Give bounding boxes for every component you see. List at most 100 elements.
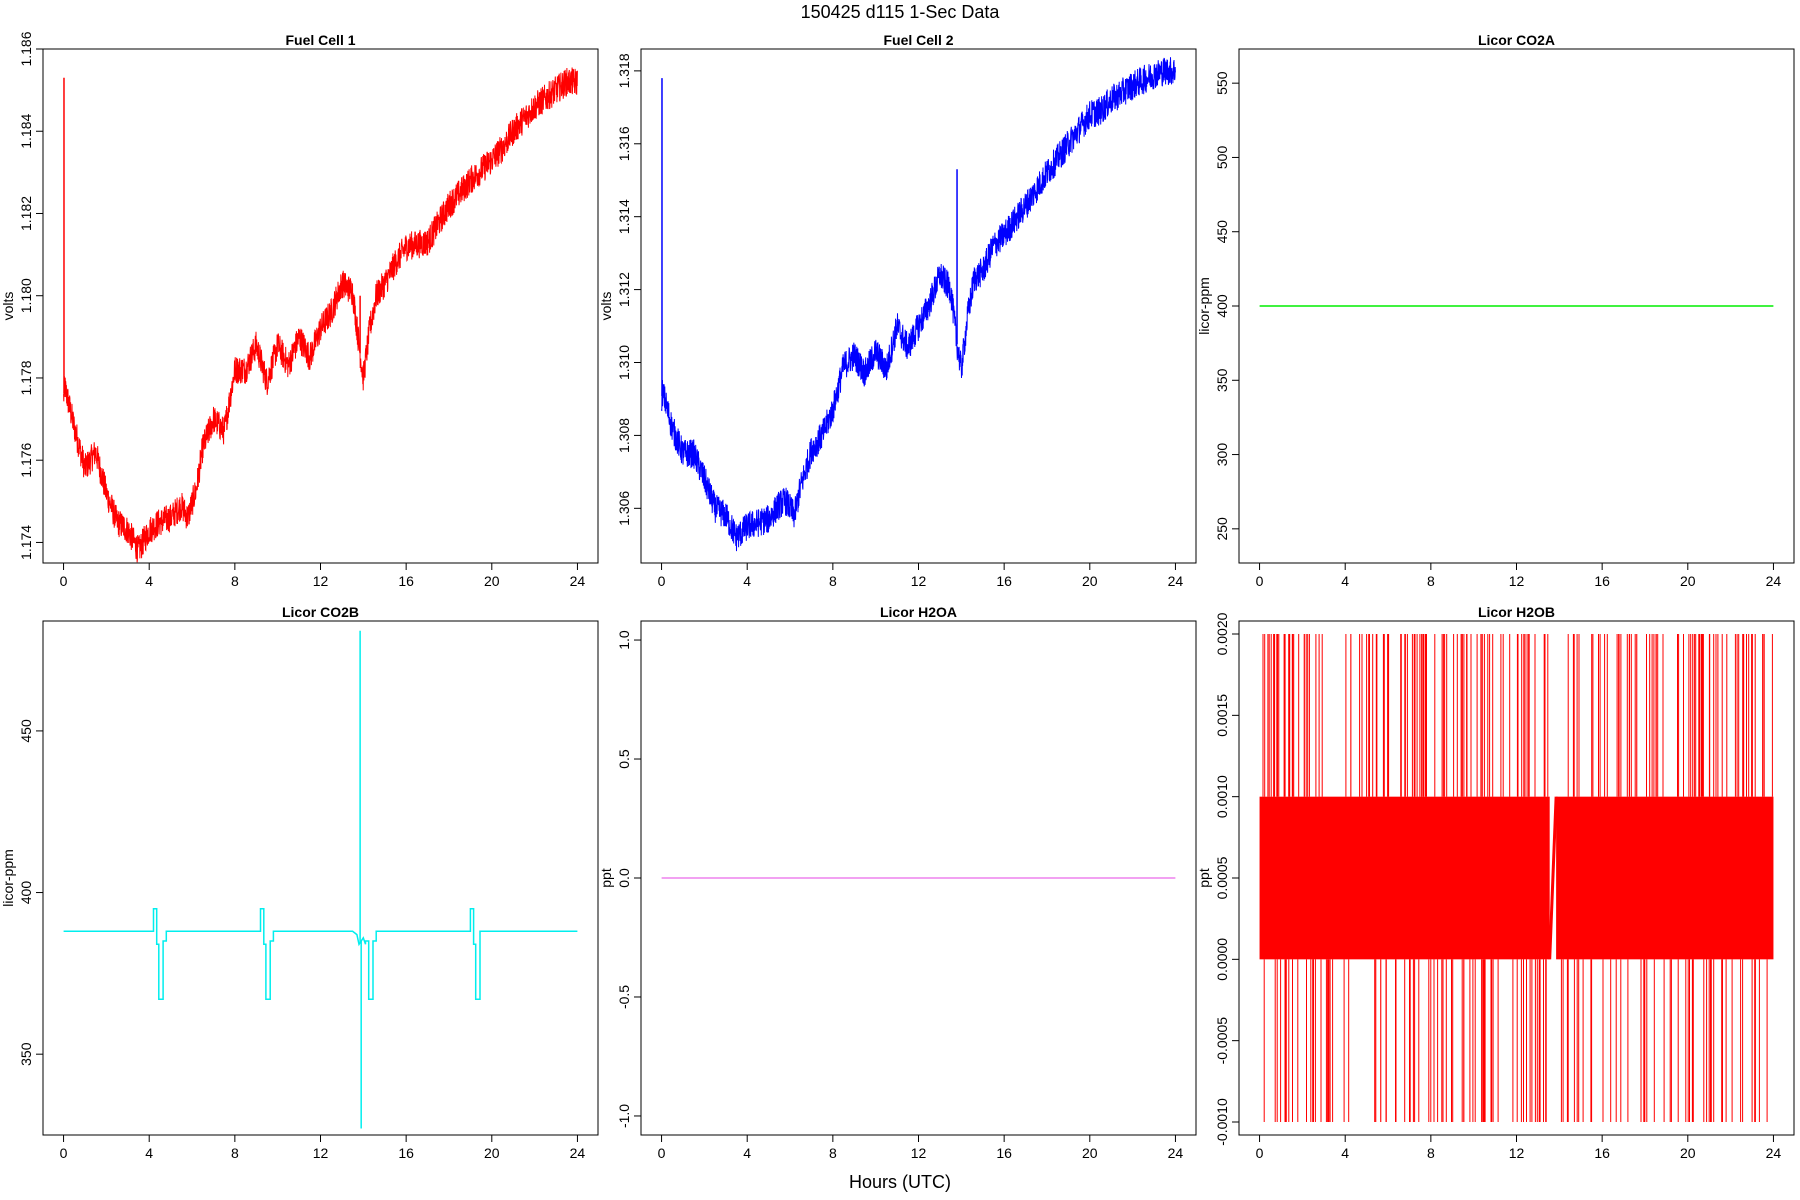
- y-tick-label: 250: [1214, 517, 1230, 541]
- y-tick-label: 1.316: [616, 126, 632, 161]
- y-tick-label: 1.318: [616, 53, 632, 88]
- x-tick-label: 16: [398, 1145, 414, 1161]
- x-tick-label: 20: [1680, 1145, 1696, 1161]
- y-tick-label: -0.5: [616, 985, 632, 1009]
- x-tick-label: 8: [829, 573, 837, 589]
- panel-6: Licor H2OB 0 4 8 12 16 20 24 -0.0010 -0.0005 0.000…: [1196, 604, 1795, 1161]
- y-axis-label: ppt: [598, 868, 614, 888]
- y-tick-label: 400: [1214, 294, 1230, 318]
- x-tick-label: 20: [1082, 573, 1098, 589]
- y-tick-label: 0.0015: [1214, 694, 1230, 737]
- x-tick-label: 4: [145, 573, 153, 589]
- x-tick-label: 4: [1341, 573, 1349, 589]
- y-tick-label: 1.312: [616, 272, 632, 307]
- x-tick-label: 4: [145, 1145, 153, 1161]
- data-line: [661, 57, 1176, 552]
- plot-frame: [42, 620, 599, 1136]
- y-tick-label: 0.0020: [1214, 612, 1230, 655]
- panel-title: Fuel Cell 1: [285, 32, 355, 48]
- panel-3: Licor CO2A 0 4 8 12 16 20 24 250 300 350 400 450 500 5…: [1196, 32, 1795, 589]
- x-tick-label: 0: [658, 1145, 666, 1161]
- x-tick-label: 12: [911, 1145, 927, 1161]
- y-tick-label: 1.0: [616, 630, 632, 650]
- y-tick-label: 1.310: [616, 345, 632, 380]
- y-tick-label: 1.180: [18, 278, 34, 313]
- x-tick-label: 0: [1256, 1145, 1264, 1161]
- data-spikes: [1262, 634, 1773, 1122]
- x-tick-label: 16: [1594, 1145, 1610, 1161]
- y-tick-label: 350: [18, 1042, 34, 1066]
- x-tick-label: 8: [231, 573, 239, 589]
- panel-title: Licor CO2A: [1478, 32, 1555, 48]
- x-tick-label: 20: [484, 573, 500, 589]
- x-tick-label: 16: [996, 1145, 1012, 1161]
- data-band-left: [1259, 796, 1550, 960]
- x-tick-label: 8: [1427, 573, 1435, 589]
- y-tick-label: -0.0010: [1214, 1098, 1230, 1146]
- y-tick-label: 350: [1214, 368, 1230, 392]
- y-axis-label: volts: [0, 292, 16, 321]
- x-tick-label: 0: [60, 573, 68, 589]
- y-tick-label: 500: [1214, 146, 1230, 170]
- y-tick-label: 0.0000: [1214, 938, 1230, 981]
- y-tick-label: 400: [18, 881, 34, 905]
- y-tick-label: 450: [18, 719, 34, 743]
- y-tick-label: 1.186: [18, 31, 34, 66]
- panel-title: Fuel Cell 2: [883, 32, 953, 48]
- x-tick-label: 24: [1766, 573, 1782, 589]
- x-tick-label: 16: [1594, 573, 1610, 589]
- x-tick-label: 8: [1427, 1145, 1435, 1161]
- y-tick-label: 1.308: [616, 418, 632, 453]
- panel-5: Licor H2OA 0 4 8 12 16 20 24 -1.0 -0.5 0.0 0.5 1.0 pp…: [598, 604, 1197, 1161]
- data-band-right: [1556, 796, 1774, 960]
- x-tick-label: 16: [996, 573, 1012, 589]
- x-tick-label: 16: [398, 573, 414, 589]
- x-tick-label: 12: [911, 573, 927, 589]
- x-tick-label: 0: [60, 1145, 68, 1161]
- x-tick-label: 8: [829, 1145, 837, 1161]
- data-band-bridge: [1548, 796, 1558, 960]
- y-tick-label: 1.178: [18, 360, 34, 395]
- figure-title: 150425 d115 1-Sec Data: [800, 2, 1000, 22]
- x-tick-label: 20: [1082, 1145, 1098, 1161]
- x-tick-label: 24: [1168, 573, 1184, 589]
- data-line: [63, 67, 578, 563]
- y-axis-label: licor-ppm: [0, 849, 16, 907]
- x-tick-label: 0: [1256, 573, 1264, 589]
- x-tick-label: 4: [743, 573, 751, 589]
- x-tick-label: 12: [1509, 1145, 1525, 1161]
- panel-4: Licor CO2B 0 4 8 12 16 20 24 350 400 450 licor-ppm: [0, 604, 599, 1161]
- x-tick-label: 12: [313, 573, 329, 589]
- x-tick-label: 20: [1680, 573, 1696, 589]
- y-tick-label: -1.0: [616, 1104, 632, 1128]
- panel-title: Licor H2OA: [880, 604, 957, 620]
- x-axis-label: Hours (UTC): [849, 1172, 951, 1192]
- y-axis-label: ppt: [1196, 868, 1212, 888]
- y-tick-label: 1.314: [616, 199, 632, 234]
- y-tick-label: 1.174: [18, 525, 34, 560]
- y-axis-label: volts: [598, 292, 614, 321]
- panel-title: Licor CO2B: [282, 604, 359, 620]
- y-tick-label: 1.184: [18, 114, 34, 149]
- panel-2: Fuel Cell 2 0 4 8 12 16 20 24 1.306 1.308 1.310 1.3…: [598, 32, 1197, 589]
- x-tick-label: 20: [484, 1145, 500, 1161]
- panel-1: Fuel Cell 1 0 4 8 12 16 20 24 1.174 1.176 1.178 1.1…: [0, 31, 599, 589]
- y-tick-label: 450: [1214, 220, 1230, 244]
- y-tick-label: 550: [1214, 71, 1230, 95]
- x-tick-label: 0: [658, 573, 666, 589]
- x-tick-label: 12: [1509, 573, 1525, 589]
- plot-frame: [640, 48, 1197, 564]
- x-tick-label: 24: [1168, 1145, 1184, 1161]
- y-tick-label: 1.176: [18, 442, 34, 477]
- x-tick-label: 4: [743, 1145, 751, 1161]
- y-tick-label: 1.182: [18, 196, 34, 231]
- x-tick-label: 12: [313, 1145, 329, 1161]
- y-tick-label: 0.0010: [1214, 775, 1230, 818]
- panel-title: Licor H2OB: [1478, 604, 1555, 620]
- y-tick-label: 0.0: [616, 868, 632, 888]
- y-tick-label: 0.0005: [1214, 856, 1230, 899]
- x-tick-label: 4: [1341, 1145, 1349, 1161]
- y-tick-label: 300: [1214, 443, 1230, 467]
